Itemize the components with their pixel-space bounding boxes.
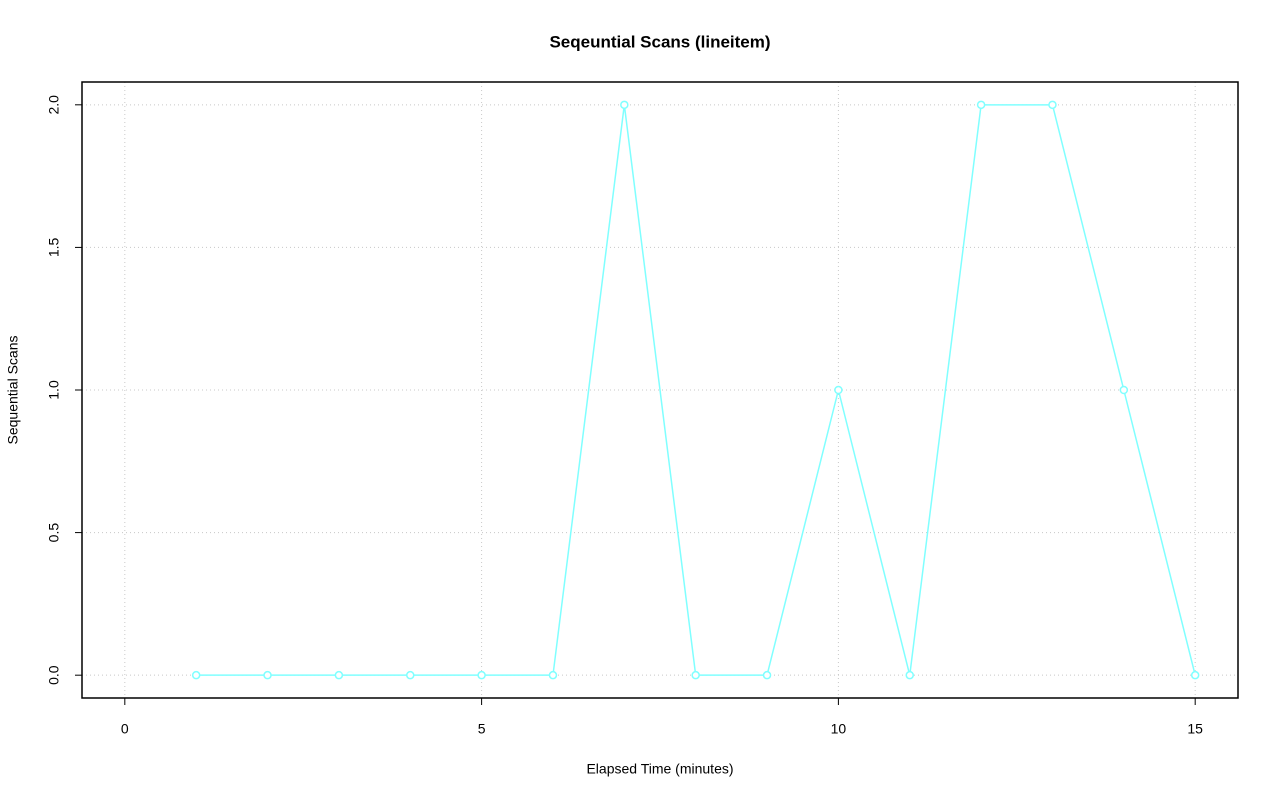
x-tick-label: 5 xyxy=(478,721,486,737)
point xyxy=(334,670,344,680)
x-tick-label: 0 xyxy=(121,721,129,737)
point xyxy=(263,670,272,680)
point xyxy=(548,670,558,680)
point xyxy=(762,670,772,680)
chart-title: Seqeuntial Scans (lineitem) xyxy=(549,32,770,51)
point xyxy=(1048,100,1057,110)
x-axis-label: Elapsed Time (minutes) xyxy=(586,761,733,777)
point xyxy=(905,670,915,680)
y-tick-label: 0.0 xyxy=(46,665,62,685)
point xyxy=(691,670,700,680)
point xyxy=(405,670,415,680)
point xyxy=(1119,385,1129,395)
x-tick-label: 10 xyxy=(831,721,847,737)
point xyxy=(477,670,486,680)
y-tick-label: 0.5 xyxy=(46,523,62,543)
x-tick-label: 15 xyxy=(1187,721,1203,737)
plot-frame xyxy=(81,81,1239,699)
y-tick-label: 1.5 xyxy=(46,237,62,257)
point xyxy=(191,670,201,680)
point xyxy=(976,100,986,110)
point xyxy=(620,100,629,110)
point xyxy=(1190,670,1200,680)
y-tick-label: 1.0 xyxy=(46,380,62,400)
y-tick-label: 2.0 xyxy=(46,95,62,115)
point xyxy=(834,385,843,395)
y-axis-label: Sequential Scans xyxy=(5,336,21,445)
